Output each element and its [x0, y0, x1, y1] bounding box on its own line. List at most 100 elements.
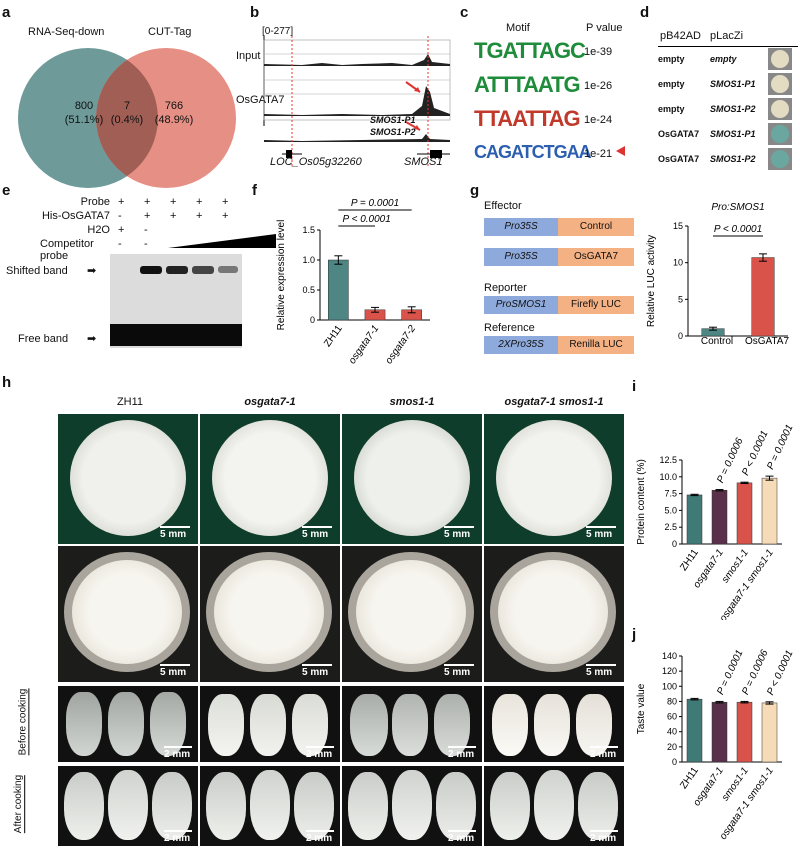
y-tick-label: 0: [672, 757, 677, 767]
y1h-lacz: SMOS1-P1: [710, 79, 756, 89]
motif-row: TGATTAGC 1e-39: [474, 36, 614, 70]
shifted-band-label: Shifted band: [6, 265, 68, 277]
y-tick-label: 0.5: [302, 285, 315, 295]
bar: [328, 259, 349, 321]
emsa-row-label: Probe: [80, 196, 110, 208]
row-label-after-text: After cooking: [13, 774, 26, 834]
motif-row: TTAATTAG 1e-24: [474, 104, 614, 138]
emsa-table: Probe + + + + + His-OsGATA7 - + + + + H2…: [40, 196, 276, 262]
emsa-val: -: [118, 238, 122, 250]
y-tick-label: 2.5: [664, 522, 677, 532]
bar: [686, 494, 703, 545]
y1h-ad: empty: [658, 54, 685, 64]
panel-label-e: e: [2, 182, 11, 199]
highlight-triangle-icon: [616, 146, 625, 156]
y-tick-label: 15: [673, 221, 683, 231]
venn-right-label: CUT-Tag: [148, 26, 192, 38]
photo-after-double: 2 mm: [484, 766, 624, 846]
control-box: Control: [558, 218, 634, 236]
panel-label-f: f: [252, 182, 257, 199]
photo-grains-double: 5 mm: [484, 414, 624, 544]
emsa-val: +: [222, 210, 229, 222]
track-input-label: Input: [236, 50, 261, 62]
x-tick-label: OsGATA7: [745, 336, 790, 347]
effector-label: Effector: [484, 200, 522, 212]
y-tick-label: 12.5: [659, 455, 677, 465]
scale-bar: 5 mm: [444, 526, 474, 540]
emsa-val: -: [144, 238, 148, 250]
y-axis-label: Relative LUC activity: [646, 235, 657, 327]
y-tick-label: 5.0: [664, 505, 677, 515]
emsa-val: +: [196, 196, 203, 208]
panel-label-a: a: [2, 4, 11, 21]
photo-cooked-smos1: 5 mm: [342, 546, 482, 682]
arrow-right-icon: ➡: [87, 265, 97, 277]
y1h-col-lacz: pLacZi: [710, 30, 744, 42]
motif-logo: TTAATTAG: [474, 106, 581, 131]
venn-diagram: [18, 48, 236, 188]
y-tick-label: 0: [678, 331, 683, 341]
chart-g: 0 5 10 15 Relative LUC activity Control OsGATA…: [646, 202, 790, 347]
bar: [711, 489, 728, 545]
panel-label-g: g: [470, 182, 480, 199]
p-value-label: P < 0.0001: [740, 429, 770, 477]
colony-spot: [768, 148, 792, 170]
p-value-label: P < 0.0001: [714, 224, 762, 235]
photo-before-double: 2 mm: [484, 686, 624, 762]
scale-bar: 2 mm: [306, 746, 334, 760]
y-axis-label: Relative expression level: [276, 220, 287, 331]
y-tick-label: 7.5: [664, 489, 677, 499]
scale-bar: 2 mm: [164, 746, 192, 760]
bar: [686, 698, 703, 763]
p-value-label: P < 0.0001: [343, 214, 391, 225]
free-band-label: Free band: [18, 333, 69, 345]
chart-title: Pro:SMOS1: [711, 202, 764, 213]
y1h-table: empty empty empty SMOS1-P1 empty SMOS1-P…: [658, 46, 798, 172]
y-tick-label: 10.0: [659, 472, 677, 482]
motif-pvalue: 1e-39: [584, 46, 613, 58]
scale-bar: 2 mm: [164, 830, 192, 844]
y1h-row: OsGATA7 SMOS1-P1: [658, 122, 798, 147]
venn-left-pct: (51.1%): [64, 114, 104, 126]
y1h-ad: OsGATA7: [658, 129, 700, 139]
arrow-right-icon: ➡: [87, 333, 97, 345]
col-label-double: osgata7-1 smos1-1: [504, 396, 604, 408]
emsa-val: +: [222, 196, 229, 208]
y-axis-label: Protein content (%): [636, 459, 647, 545]
emsa-val: +: [144, 196, 151, 208]
reference-label: Reference: [484, 322, 535, 334]
y1h-col-ad: pB42AD: [660, 30, 701, 42]
panel-label-b: b: [250, 4, 260, 21]
emsa-gel: [110, 254, 242, 348]
motif-pvalue: 1e-21: [584, 148, 613, 160]
pvalue-header: P value: [586, 22, 623, 34]
y-axis-label: Taste value: [636, 683, 647, 734]
p-value-label: P < 0.0001: [765, 649, 795, 697]
firefly-box: Firefly LUC: [558, 296, 634, 314]
emsa-row-label: Competitor probe: [40, 238, 94, 262]
bar: [736, 701, 753, 763]
venn-mid-pct: (0.4%): [110, 114, 144, 126]
motif-list: TGATTAGC 1e-39 ATTTAATG 1e-26 TTAATTAG 1…: [474, 36, 625, 172]
photo-after-zh11: 2 mm: [58, 766, 198, 846]
probe-p1: SMOS1-P1: [370, 115, 416, 125]
venn-right-count: 766: [164, 100, 184, 112]
y-tick-label: 100: [662, 681, 677, 691]
y-tick-label: 1.5: [302, 225, 315, 235]
competitor-gradient-icon: [168, 234, 276, 248]
y-tick-label: 60: [667, 712, 677, 722]
gene-locus-label: LOC_Os05g32260: [270, 156, 362, 168]
y-tick-label: 5: [678, 294, 683, 304]
y1h-ad: empty: [658, 104, 685, 114]
venn-mid-count: 7: [123, 100, 131, 112]
x-tick-label: ZH11: [678, 765, 701, 791]
emsa-row: Competitor probe - -: [40, 234, 276, 262]
panel-label-c: c: [460, 4, 469, 21]
photo-grains-osgata7: 5 mm: [200, 414, 340, 544]
photo-before-osgata7: 2 mm: [200, 686, 340, 762]
x-tick-label: ZH11: [678, 547, 701, 573]
genome-tracks: [263, 36, 451, 166]
colony-spot: [768, 123, 792, 145]
scale-bar: 5 mm: [302, 664, 332, 678]
